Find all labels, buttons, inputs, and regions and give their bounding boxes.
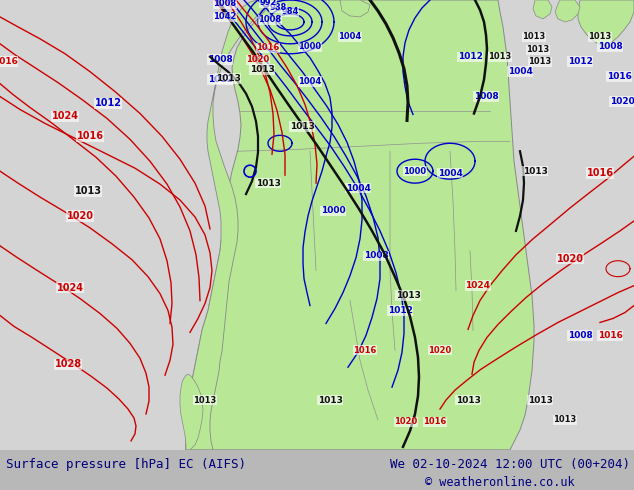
Text: 1013: 1013 bbox=[318, 395, 342, 405]
Text: 1008: 1008 bbox=[259, 15, 281, 24]
Text: 1028: 1028 bbox=[55, 359, 82, 369]
Text: 1013: 1013 bbox=[456, 395, 481, 405]
Text: 1000: 1000 bbox=[321, 206, 346, 216]
Text: 1004: 1004 bbox=[346, 184, 370, 193]
Text: 1013: 1013 bbox=[528, 57, 552, 66]
Text: 1013: 1013 bbox=[553, 416, 577, 424]
Text: 1013: 1013 bbox=[588, 32, 612, 41]
Text: 1013: 1013 bbox=[526, 45, 550, 54]
Text: We 02-10-2024 12:00 UTC (00+204): We 02-10-2024 12:00 UTC (00+204) bbox=[390, 458, 630, 471]
Text: 1013: 1013 bbox=[522, 167, 547, 176]
Text: 1024: 1024 bbox=[465, 281, 491, 290]
Text: 1004: 1004 bbox=[339, 32, 361, 41]
Text: 1008: 1008 bbox=[364, 251, 389, 260]
Text: 1008: 1008 bbox=[474, 92, 498, 101]
Text: 1000: 1000 bbox=[299, 42, 321, 51]
Text: 1013: 1013 bbox=[193, 395, 217, 405]
Polygon shape bbox=[555, 0, 580, 22]
Text: 1013: 1013 bbox=[488, 52, 512, 61]
Text: 1004: 1004 bbox=[299, 77, 321, 86]
Text: © weatheronline.co.uk: © weatheronline.co.uk bbox=[425, 476, 574, 489]
Text: 1016: 1016 bbox=[77, 131, 103, 141]
Text: 1013: 1013 bbox=[527, 395, 552, 405]
Text: 1012: 1012 bbox=[567, 57, 592, 66]
Text: 1008: 1008 bbox=[214, 0, 236, 8]
Text: 1013: 1013 bbox=[396, 291, 420, 300]
Text: 1004: 1004 bbox=[508, 67, 533, 76]
Text: 1012: 1012 bbox=[94, 98, 122, 108]
Text: 1016: 1016 bbox=[586, 168, 614, 178]
Text: 1013: 1013 bbox=[256, 179, 280, 188]
Polygon shape bbox=[180, 374, 203, 450]
Text: 1012: 1012 bbox=[207, 75, 233, 84]
Text: 984: 984 bbox=[281, 7, 299, 17]
Text: 1020: 1020 bbox=[557, 254, 583, 264]
Text: 1004: 1004 bbox=[437, 169, 462, 178]
Text: 1020: 1020 bbox=[247, 55, 269, 64]
Text: 1016: 1016 bbox=[256, 43, 280, 52]
Text: 1013: 1013 bbox=[250, 65, 275, 74]
Text: 1016: 1016 bbox=[607, 72, 631, 81]
Text: 1016: 1016 bbox=[353, 346, 377, 355]
Polygon shape bbox=[578, 0, 634, 45]
Text: 1020: 1020 bbox=[67, 211, 93, 221]
Text: 1024: 1024 bbox=[51, 111, 79, 122]
Polygon shape bbox=[186, 0, 534, 450]
Text: 1016: 1016 bbox=[424, 417, 447, 426]
Text: 1016: 1016 bbox=[598, 331, 623, 340]
Text: 988: 988 bbox=[269, 3, 287, 12]
Text: 992: 992 bbox=[259, 0, 276, 7]
Polygon shape bbox=[186, 0, 270, 450]
Text: 1013: 1013 bbox=[522, 32, 546, 41]
Polygon shape bbox=[533, 0, 552, 19]
Text: 1020: 1020 bbox=[394, 417, 418, 426]
Text: Surface pressure [hPa] EC (AIFS): Surface pressure [hPa] EC (AIFS) bbox=[6, 458, 246, 471]
Polygon shape bbox=[340, 0, 370, 17]
Text: 1020: 1020 bbox=[610, 97, 634, 106]
Text: 1024: 1024 bbox=[56, 283, 84, 293]
Text: 1000: 1000 bbox=[403, 167, 427, 176]
Text: 1012: 1012 bbox=[458, 52, 482, 61]
Text: 1008: 1008 bbox=[598, 42, 623, 51]
Text: 1042: 1042 bbox=[213, 12, 236, 22]
Text: 1008: 1008 bbox=[567, 331, 592, 340]
Text: 1016: 1016 bbox=[0, 57, 18, 66]
Text: 1013: 1013 bbox=[216, 74, 240, 83]
Text: 1013: 1013 bbox=[75, 186, 101, 196]
Text: 1012: 1012 bbox=[387, 306, 413, 315]
Text: 1013: 1013 bbox=[290, 122, 314, 131]
Text: 1008: 1008 bbox=[207, 55, 233, 64]
Text: 1020: 1020 bbox=[429, 346, 451, 355]
